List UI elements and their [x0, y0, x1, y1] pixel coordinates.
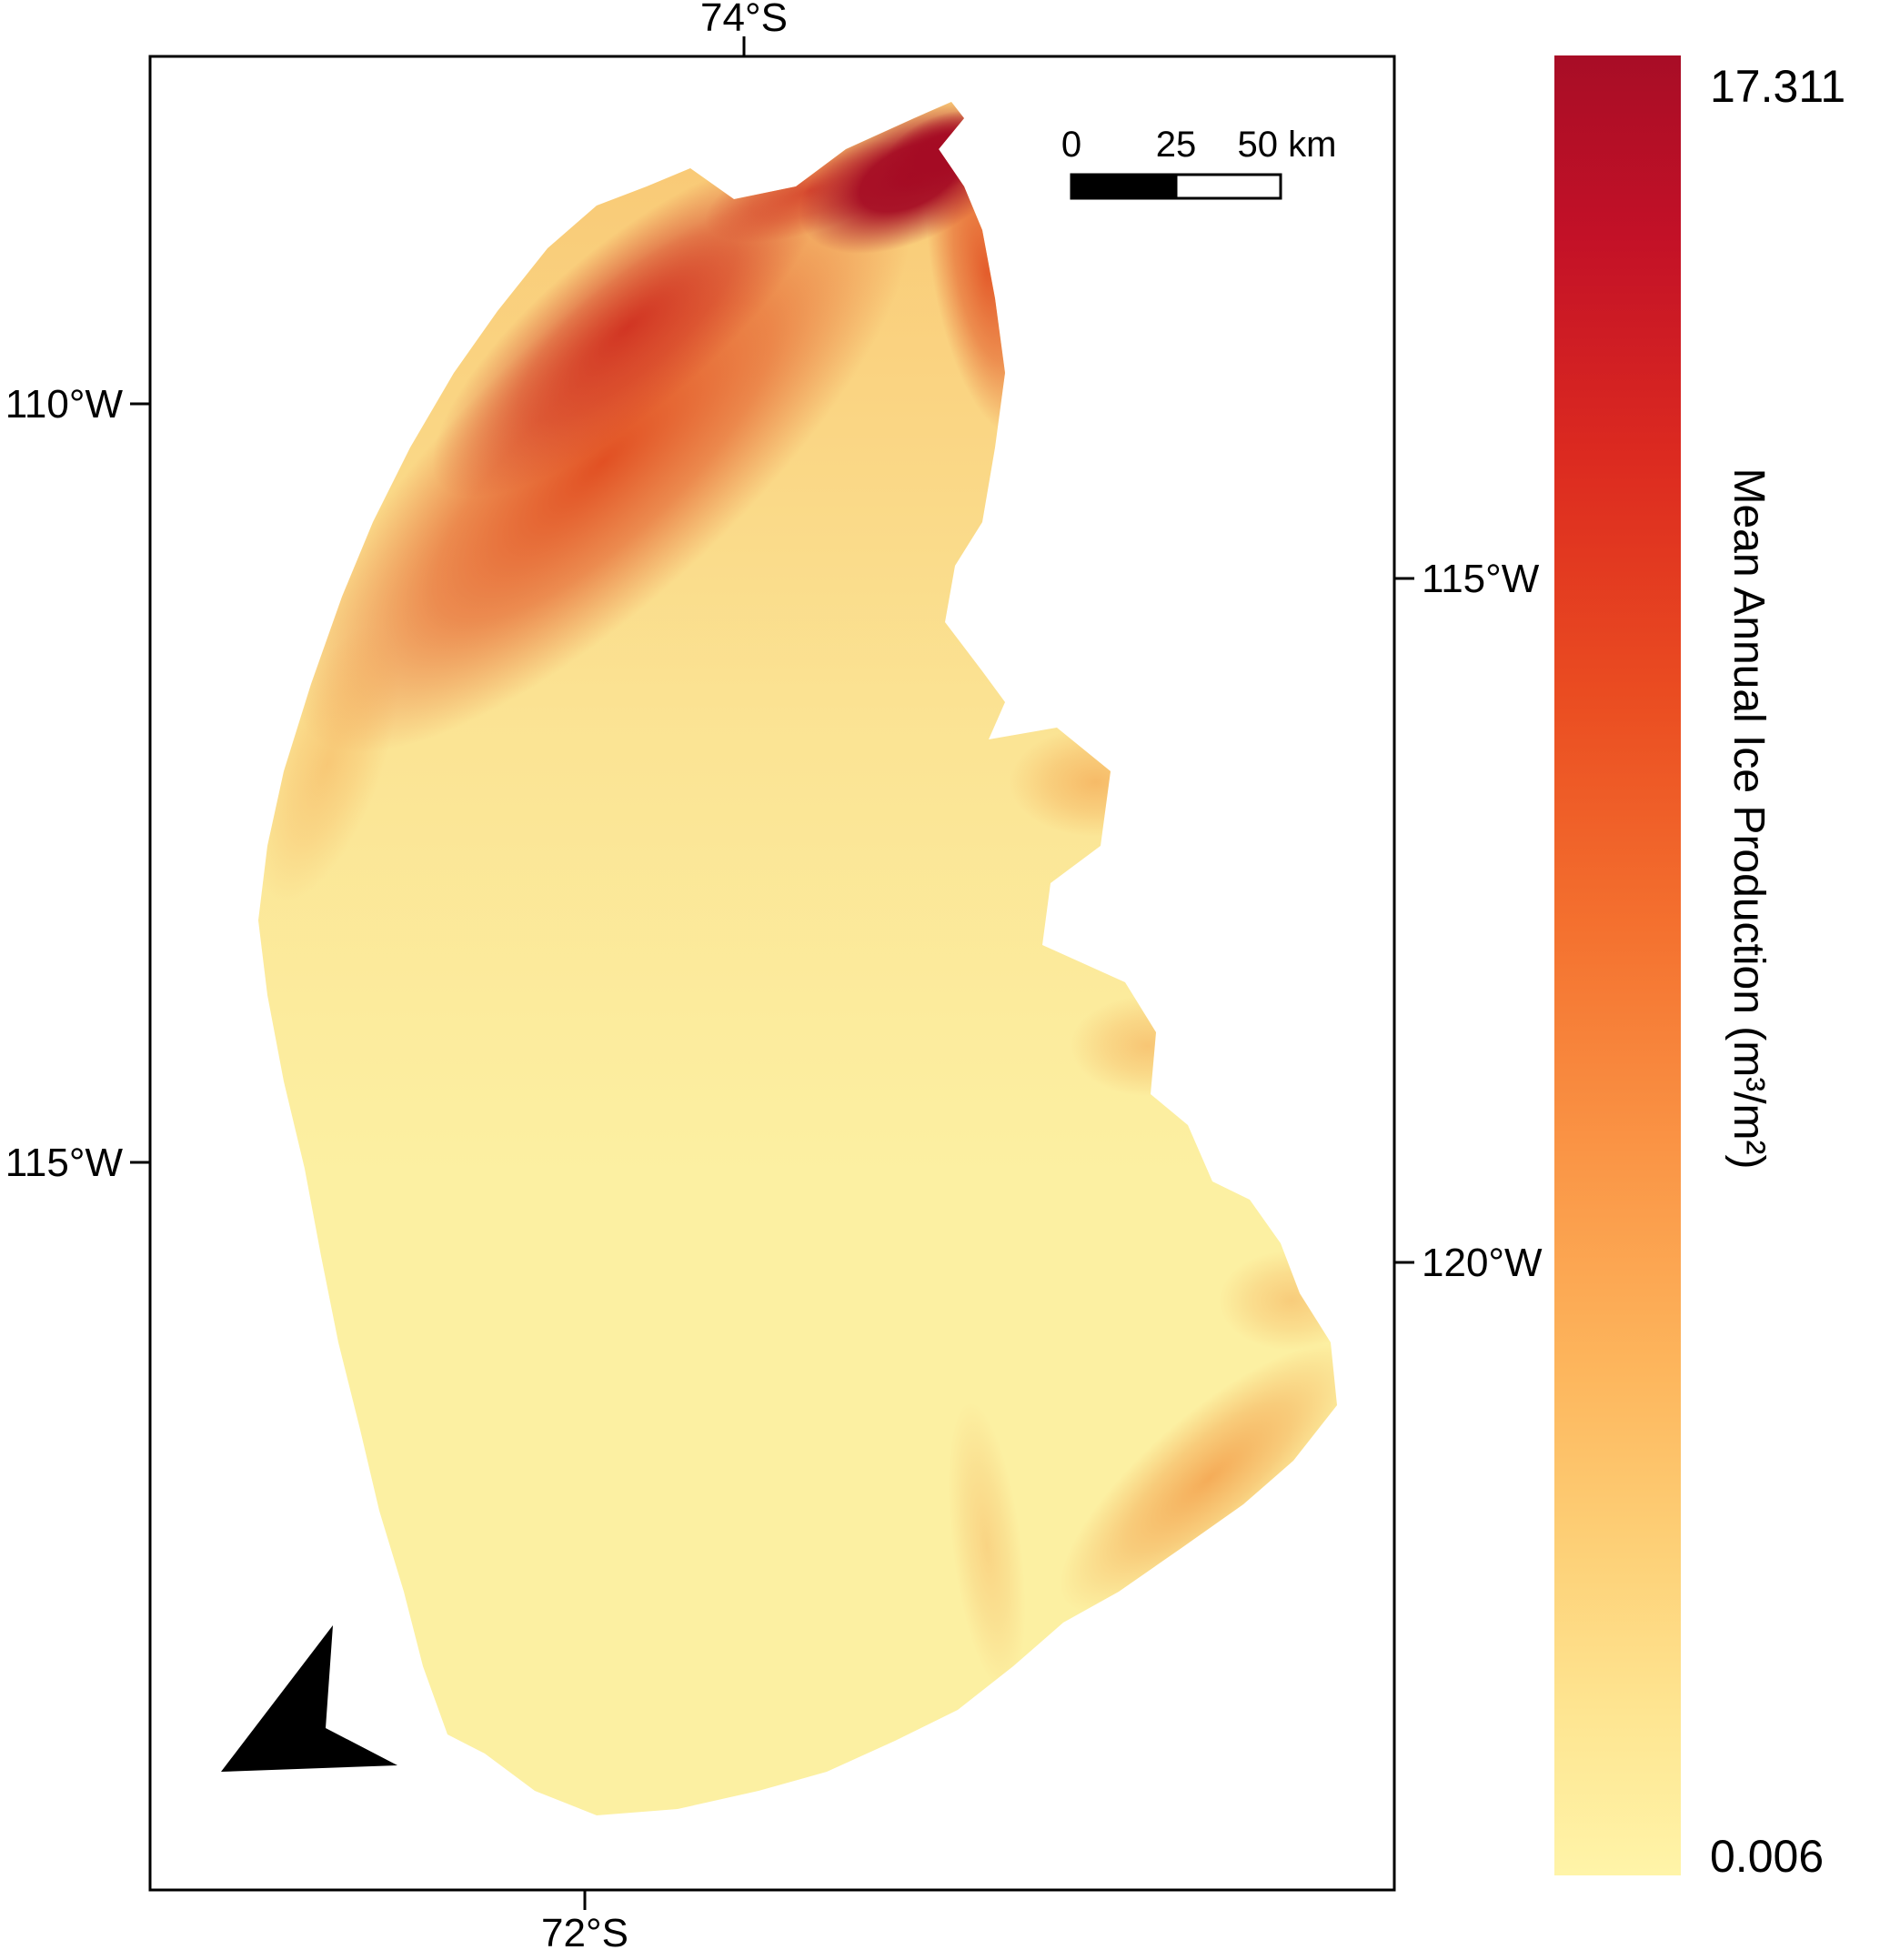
colorbar-title: Mean Annual Ice Production (m³/m²) — [1724, 468, 1773, 1170]
north-arrow-icon — [221, 1625, 397, 1772]
south-streak — [948, 1402, 1026, 1691]
southeast-edge-band — [1059, 1343, 1337, 1613]
scale-bar-label-50km: 50 km — [1238, 125, 1337, 165]
colorbar — [1554, 55, 1681, 1875]
scale-bar-label-0: 0 — [1061, 125, 1081, 165]
tick-label-top-74s: 74°S — [700, 0, 788, 40]
tick-label-left-110w: 110°W — [5, 382, 124, 427]
tick-label-right-120w: 120°W — [1422, 1241, 1543, 1285]
tick-label-right-115w: 115°W — [1422, 557, 1540, 601]
map-frame — [148, 55, 1396, 1892]
scale-bar-outline — [1070, 173, 1282, 200]
scale-bar-black-segment — [1071, 175, 1176, 198]
colorbar-max-label: 17.311 — [1710, 61, 1845, 112]
northwest-ice-band — [296, 171, 910, 753]
tick-label-bottom-72s: 72°S — [541, 1911, 628, 1955]
colorbar-min-label: 0.006 — [1710, 1831, 1824, 1882]
scale-bar-label-25: 25 — [1156, 125, 1197, 165]
graticule-ticks — [130, 36, 1414, 1910]
scale-bar: 0 25 50 km — [1061, 125, 1337, 200]
tick-label-left-115w: 115°W — [5, 1141, 124, 1185]
northwest-deep-band — [432, 157, 823, 498]
scale-bar-white-segment — [1174, 173, 1282, 200]
west-edge-glow — [258, 626, 399, 902]
